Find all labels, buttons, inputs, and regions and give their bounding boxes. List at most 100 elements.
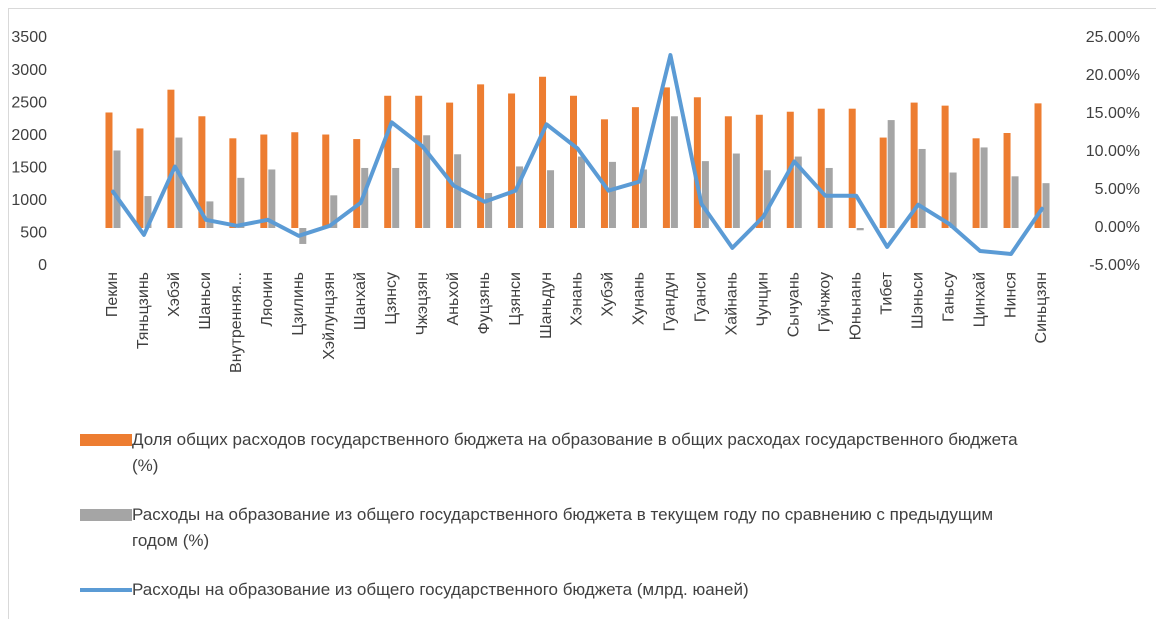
bar [578,156,585,228]
y2-tick-label: 25.00% [1086,29,1140,46]
bar [485,193,493,228]
x-tick-label: Аньхой [445,272,462,326]
x-tick-label: Шаньдун [538,272,555,339]
y-tick-label: 500 [20,225,47,242]
x-tick-label: Хэйлунцзян [321,272,338,360]
legend-item: Доля общих расходов государственного бюд… [80,427,1032,479]
bar [229,138,237,228]
bar [330,195,338,228]
bar [639,169,647,228]
bar [516,166,524,228]
bar [817,108,825,228]
bar [941,105,949,228]
x-tick-label: Хэнань [569,272,586,326]
x-tick-label: Цзянси [507,272,524,326]
bar [701,161,709,228]
x-tick-label: Сычуань [785,272,802,337]
x-tick-label: Гуандун [662,272,679,331]
bar [856,228,864,231]
bar [693,97,701,228]
bar [972,138,980,228]
bar [392,167,400,228]
bar [887,120,895,228]
y2-tick-label: 15.00% [1086,105,1140,122]
bar [631,107,639,228]
x-tick-label: Цзилинь [290,272,307,336]
x-tick-label: Шэньси [909,272,926,329]
y2-tick-label: 10.00% [1086,143,1140,160]
bar [825,167,833,228]
y2-tick-label: 20.00% [1086,67,1140,84]
bar [105,112,113,228]
x-tick-label: Юньнань [847,272,864,340]
x-tick-label: Чунцин [755,272,772,326]
bar [446,102,454,228]
bar [508,93,516,228]
bar [423,135,431,228]
bar [175,137,183,228]
bar [237,177,245,228]
y-tick-label: 2000 [11,127,47,144]
x-tick-label: Шаньси [197,272,214,330]
x-tick-label: Синьцзян [1033,272,1050,343]
legend-item: Расходы на образование из общего государ… [80,502,1032,554]
bar [910,102,918,228]
x-tick-label: Хунань [631,272,648,325]
bar [608,161,616,228]
legend-label: Расходы на образование из общего государ… [132,505,994,550]
legend-swatch [80,588,132,592]
bar [724,116,732,228]
bar [794,156,802,228]
legend-item: Расходы на образование из общего государ… [80,577,1032,603]
bar [167,89,175,229]
bar [600,119,608,228]
bar [268,169,276,228]
bar [763,170,771,228]
bar [353,139,361,228]
x-tick-label: Ляонин [259,272,276,327]
y2-tick-label: 5.00% [1095,181,1140,198]
bar [477,84,485,228]
x-tick-label: Нинся [1002,272,1019,318]
bar [322,134,330,228]
bar [144,196,152,228]
x-tick-label: Гуйчжоу [816,272,833,332]
x-tick-label: Фуцзянь [476,272,493,334]
bar [260,134,268,228]
x-tick-label: Чжэцзян [414,272,431,335]
bar [1003,133,1011,228]
y2-tick-label: 0.00% [1095,219,1140,236]
bar [136,128,144,228]
bar [670,116,678,228]
x-tick-label: Хубэй [600,272,617,317]
bar [755,114,763,228]
y-tick-label: 3000 [11,62,47,79]
x-tick-label: Внутренняя... [228,272,245,373]
bar [918,148,926,228]
y-tick-label: 3500 [11,29,47,46]
legend-label: Расходы на образование из общего государ… [132,580,749,599]
y-tick-label: 1500 [11,160,47,177]
y-tick-label: 1000 [11,192,47,209]
bar [113,150,121,228]
bar [570,95,577,228]
bar [732,153,740,228]
x-tick-label: Гуанси [693,272,710,322]
y-tick-label: 0 [38,257,47,274]
x-tick-label: Цзянсу [383,272,400,325]
legend-swatch [80,434,132,446]
bar [415,95,423,228]
bar [547,170,555,228]
legend-swatch [80,509,132,521]
bar [949,172,957,228]
bar [1042,183,1050,228]
line [110,53,1045,256]
y2-tick-label: -5.00% [1089,257,1140,274]
legend-label: Доля общих расходов государственного бюд… [132,430,1018,475]
x-tick-label: Цинхай [971,272,988,327]
bar [361,167,369,228]
bar [980,147,988,228]
x-tick-label: Пекин [104,272,121,317]
